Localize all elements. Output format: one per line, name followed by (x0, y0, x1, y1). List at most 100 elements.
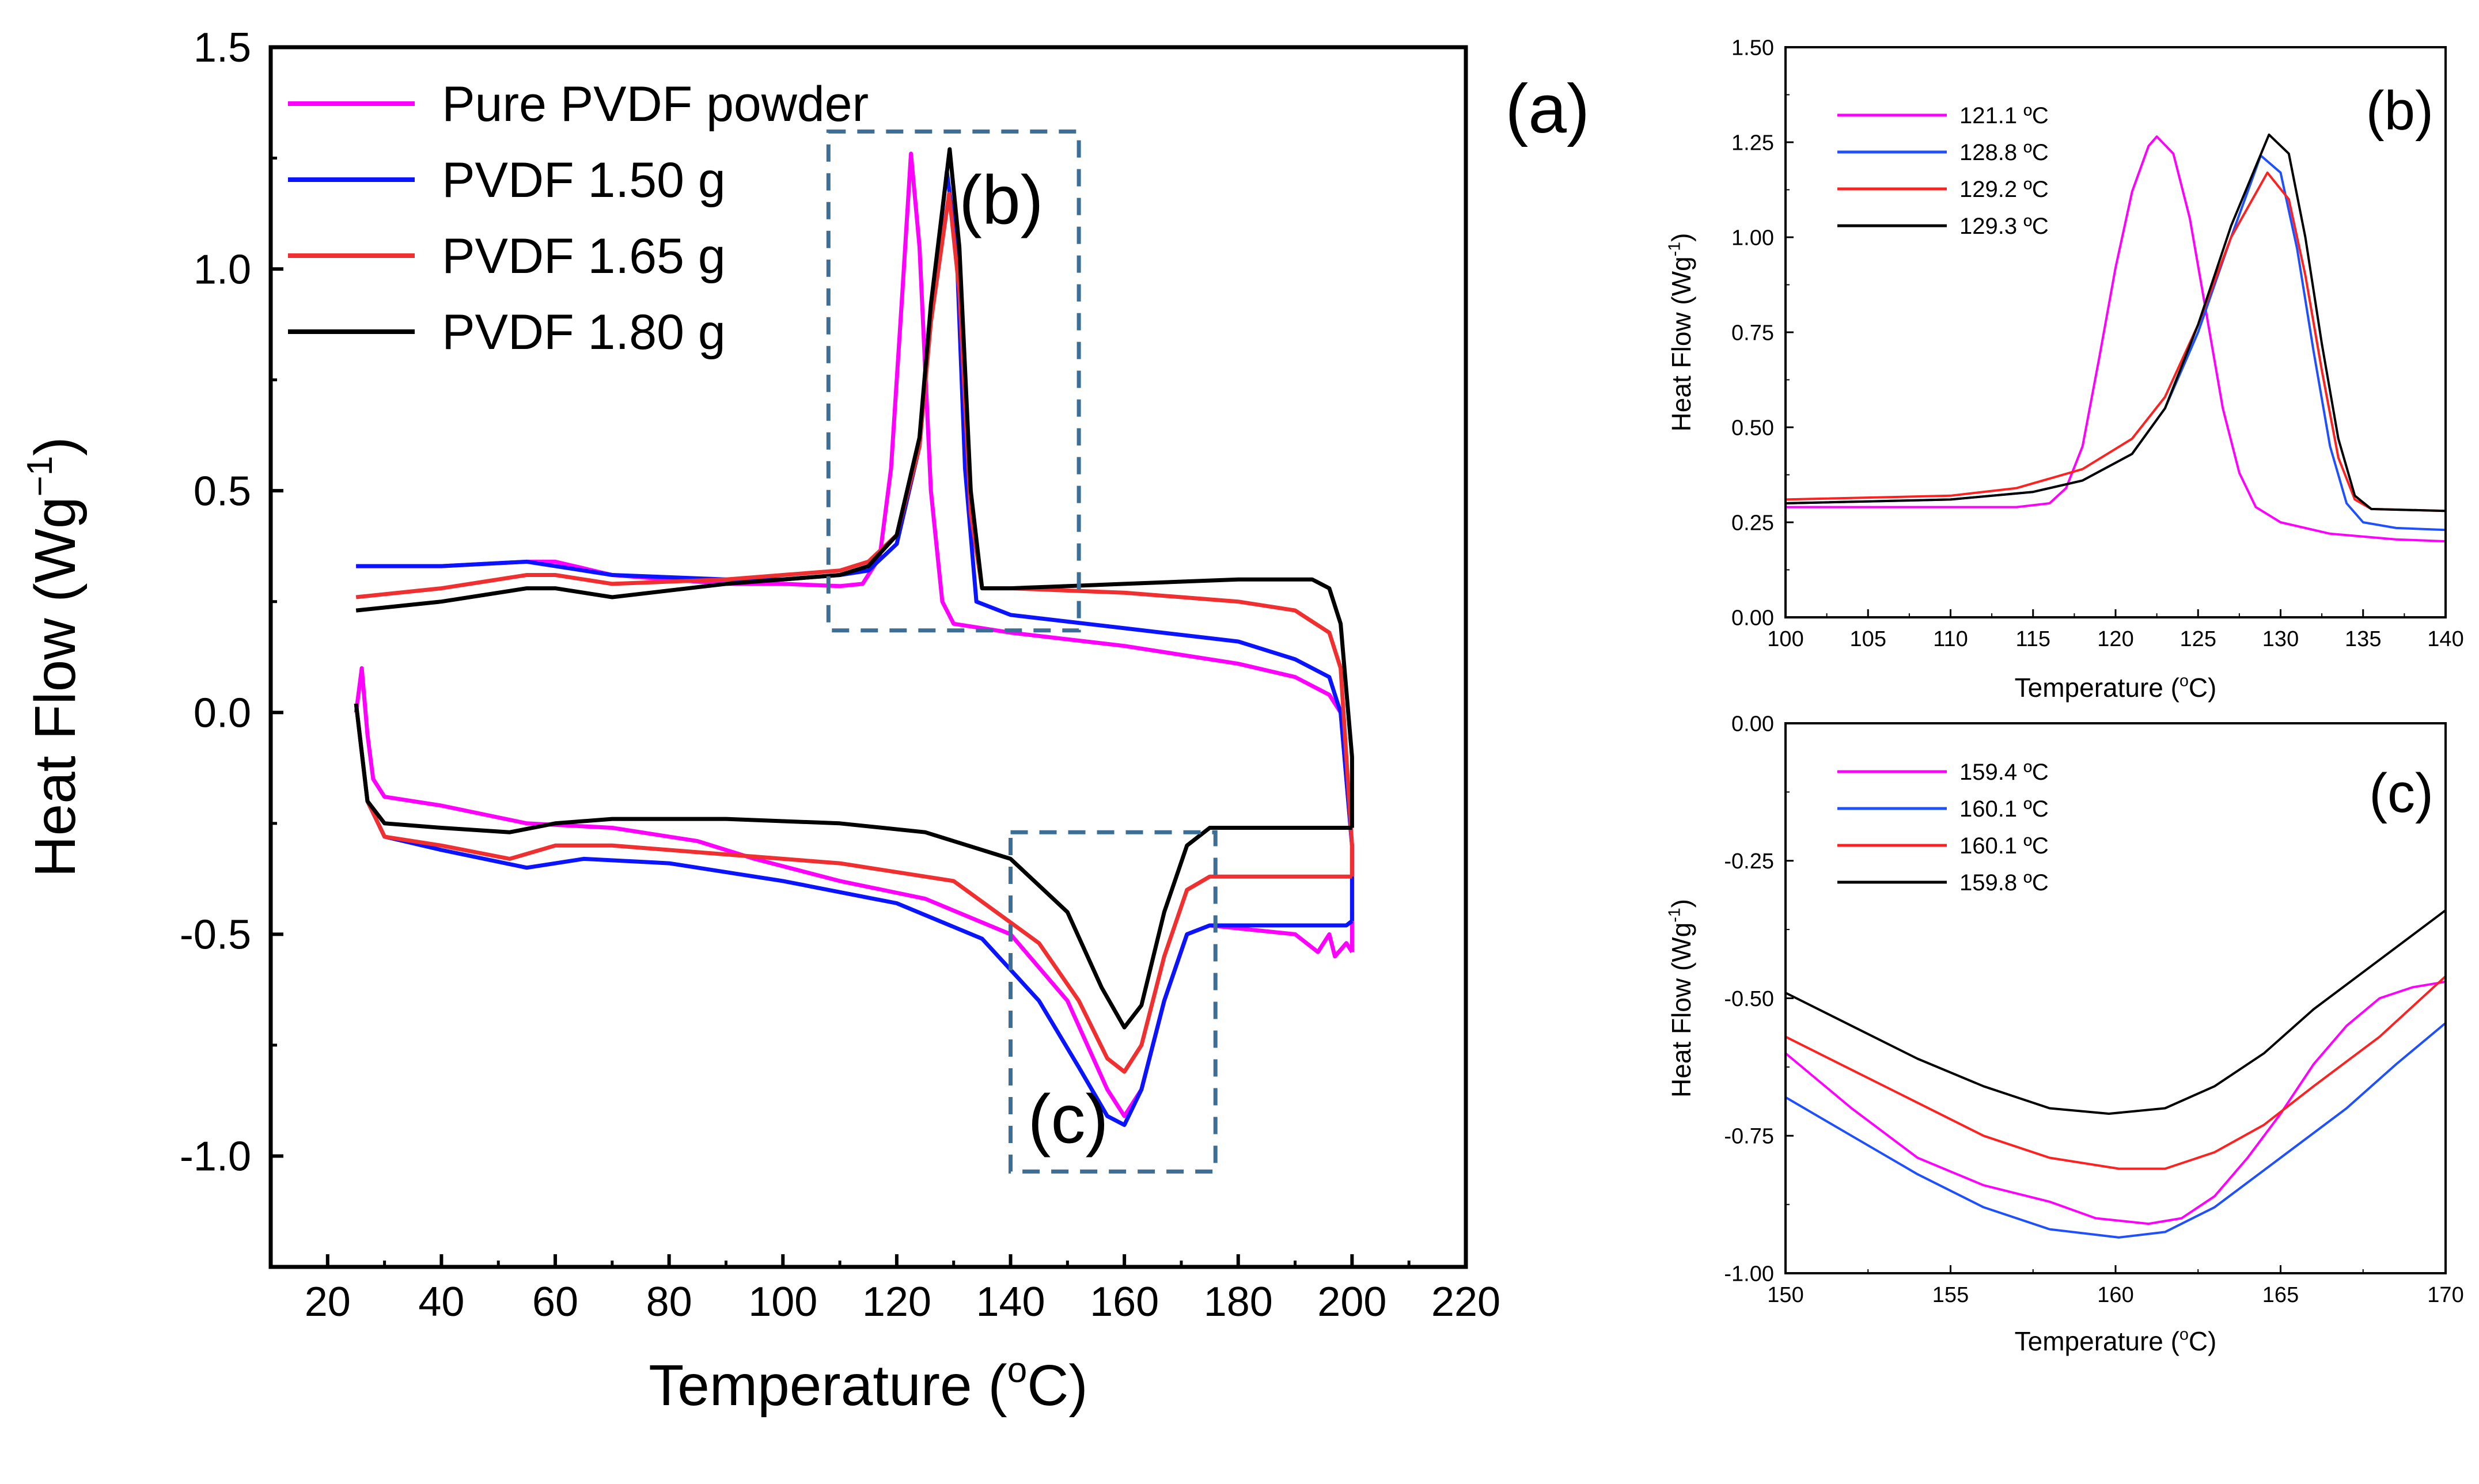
x-axis-label-text: Temperature ( (649, 1353, 1007, 1418)
x-tick-label: 220 (1431, 1279, 1500, 1325)
series-3-curve (1785, 975, 2447, 1170)
series-1-curve (1784, 980, 2446, 1225)
y-axis-label: Heat Flow (Wg-1) (1666, 233, 1696, 432)
y-axis-label-tail: ) (23, 437, 88, 456)
legend-entry: 159.4 ºC (1959, 760, 2049, 785)
plot-frame (268, 45, 1468, 1269)
legend-entry: 129.3 ºC (1959, 214, 2049, 239)
legend-entry: 129.2 ºC (1959, 177, 2049, 202)
y-tick-label: 1.00 (1731, 226, 1774, 250)
y-axis-label-text: Heat Flow (Wg (1666, 923, 1696, 1098)
x-axis-label-text: Temperature ( (2015, 1326, 2180, 1356)
y-axis-label-tail: ) (1666, 899, 1696, 908)
x-tick-label: 100 (748, 1279, 817, 1325)
x-axis-label-tail: C) (2189, 1326, 2217, 1356)
y-axis-label: Heat Flow (Wg−1) (20, 437, 88, 877)
y-tick-label: 0.25 (1731, 511, 1774, 535)
y-tick-label: 0.50 (1731, 416, 1774, 440)
y-axis-label-sup: −1 (20, 456, 60, 497)
series-4-heating-curve (355, 147, 1354, 828)
x-tick-label: 140 (2427, 627, 2463, 651)
y-tick-label: 0.0 (194, 690, 251, 736)
x-tick-label: 80 (646, 1279, 692, 1325)
inset-box-1 (826, 129, 1081, 633)
x-tick-label: 170 (2427, 1283, 2463, 1307)
x-tick-label: 120 (862, 1279, 931, 1325)
legend-entry: 160.1 ºC (1959, 833, 2049, 859)
y-axis-label-text: Heat Flow (Wg (23, 496, 88, 877)
panel-c: 150 155 160 165 170 0.00 -0.25 -0.50 -0.75 -1.00 T… (1666, 712, 2464, 1356)
legend-entry: 160.1 ºC (1959, 796, 2049, 822)
x-axis-label: Temperature (oC) (2015, 672, 2217, 703)
y-tick-label: 1.0 (194, 246, 251, 293)
x-tick-label: 105 (1850, 627, 1886, 651)
y-tick-label: -0.25 (1724, 849, 1774, 874)
legend: Pure PVDF powder PVDF 1.50 g PVDF 1.65 g PV… (288, 77, 869, 360)
x-tick-label: 20 (305, 1279, 351, 1325)
x-axis-label-text: Temperature ( (2015, 673, 2180, 703)
series-3-cooling-curve (354, 703, 1352, 1074)
y-tick-label: 1.50 (1731, 36, 1774, 60)
x-tick-label: 160 (2097, 1283, 2133, 1307)
panel-label: (b) (2366, 80, 2433, 142)
inset-box-label: (b) (959, 161, 1044, 238)
panel-label: (a) (1505, 70, 1590, 147)
legend-entry: Pure PVDF powder (442, 77, 869, 132)
y-tick-label: -1.0 (180, 1134, 251, 1180)
y-tick-label: 0.75 (1731, 321, 1774, 345)
y-tick-label: 0.00 (1731, 606, 1774, 630)
panel-b: 100 105 110 115 120 125 130 135 140 0.00 0.25 0.50 0… (1666, 36, 2464, 703)
series-3-curve (1785, 171, 2446, 513)
x-tick-label: 155 (1932, 1283, 1969, 1307)
y-tick-label: 0.5 (194, 468, 251, 514)
x-axis-label-tail: C) (1027, 1353, 1088, 1418)
legend-entry: PVDF 1.80 g (442, 305, 725, 360)
y-axis-label-tail: ) (1666, 233, 1696, 242)
y-axis-label: Heat Flow (Wg-1) (1666, 899, 1696, 1098)
series-4-curve (1785, 909, 2447, 1115)
x-tick-label: 135 (2345, 627, 2381, 651)
inset-box-label: (c) (1028, 1080, 1109, 1157)
legend-entry: PVDF 1.65 g (442, 229, 725, 284)
x-axis-label-sup: o (2179, 1326, 2189, 1344)
inset-box-2 (1009, 830, 1218, 1174)
x-tick-label: 125 (2180, 627, 2216, 651)
x-tick-label: 40 (418, 1279, 464, 1325)
legend-entry: 159.8 ºC (1959, 870, 2049, 895)
x-tick-label: 130 (2262, 627, 2299, 651)
x-tick-label: 180 (1204, 1279, 1273, 1325)
legend: 121.1 ºC 128.8 ºC 129.2 ºC 129.3 ºC (1837, 103, 2049, 239)
x-tick-label: 165 (2262, 1283, 2299, 1307)
series-2-curve (1784, 1022, 2447, 1239)
x-tick-label: 60 (532, 1279, 578, 1325)
legend-entry: PVDF 1.50 g (442, 153, 725, 208)
x-axis-label-tail: C) (2189, 673, 2217, 703)
x-tick-label: 110 (1933, 627, 1968, 651)
y-axis-label-sup: -1 (1666, 242, 1684, 256)
y-axis-label-sup: -1 (1666, 908, 1684, 922)
x-tick-label: 100 (1767, 627, 1803, 651)
legend: 159.4 ºC 160.1 ºC 160.1 ºC 159.8 ºC (1837, 760, 2049, 895)
x-tick-label: 140 (976, 1279, 1045, 1325)
x-tick-label: 115 (2015, 627, 2050, 651)
legend-entry: 128.8 ºC (1959, 140, 2049, 165)
x-axis-label-sup: o (1007, 1350, 1027, 1390)
x-tick-label: 120 (2097, 627, 2133, 651)
y-axis-label-text: Heat Flow (Wg (1666, 256, 1696, 431)
x-axis-label: Temperature (oC) (649, 1350, 1087, 1418)
legend-entry: 121.1 ºC (1959, 103, 2049, 128)
x-axis-label: Temperature (oC) (2015, 1326, 2217, 1356)
x-axis-label-sup: o (2179, 672, 2189, 690)
panel-label: (c) (2369, 762, 2433, 824)
x-tick-label: 160 (1090, 1279, 1159, 1325)
y-tick-label: -0.50 (1724, 987, 1774, 1011)
y-tick-label: 1.25 (1731, 131, 1774, 155)
series-4-cooling-curve (354, 703, 1352, 1030)
panel-a: (b) (c) 20 40 60 80 100 120 140 160 180 200 220 1.5 1.… (20, 25, 1590, 1418)
y-tick-label: -1.00 (1724, 1262, 1774, 1286)
series-3-heating-curve (355, 191, 1354, 877)
x-tick-label: 150 (1767, 1283, 1803, 1307)
y-tick-label: -0.5 (180, 912, 251, 958)
y-tick-label: 0.00 (1731, 712, 1774, 736)
